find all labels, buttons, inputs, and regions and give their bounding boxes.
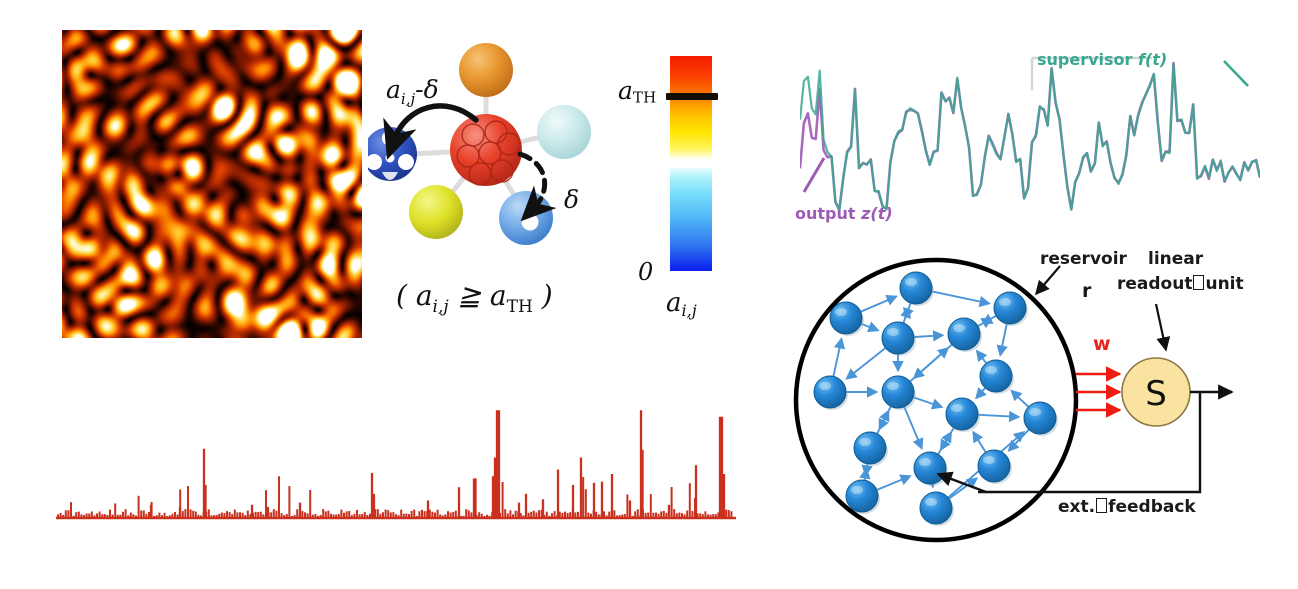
output-trace-line — [800, 61, 1260, 212]
readout-unit-letter: S — [1145, 374, 1167, 414]
ext-feedback-label: ext. feedback — [1058, 497, 1196, 517]
colorbar-legend: aTH 0 ai,j — [618, 40, 748, 330]
reservoir-svg: S — [793, 257, 1234, 543]
reservoir-node — [829, 301, 864, 336]
supervisor-leader-right — [1223, 60, 1249, 87]
colorbar-hot-segment — [670, 56, 712, 159]
reservoir-node — [945, 397, 980, 432]
reservoir-node — [853, 431, 888, 466]
label-decrement: ai,j-δ — [386, 75, 439, 108]
readout-leader — [1154, 303, 1171, 352]
colorbar-cool-segment — [670, 168, 712, 271]
reservoir-nodes — [813, 271, 1058, 526]
reservoir-node — [919, 491, 954, 526]
blue-hole-node — [499, 191, 553, 245]
supervisor-output-chart — [800, 42, 1260, 232]
supervisor-output-svg — [800, 56, 1260, 212]
reservoir-leader — [1034, 265, 1061, 296]
arrow-decrement — [383, 103, 479, 160]
colorbar-top-label: aTH — [618, 76, 657, 107]
output-label: output z(t) — [795, 204, 893, 223]
readout-unit-node: S — [1121, 357, 1191, 427]
reservoir-computing-diagram: S — [788, 252, 1278, 552]
molecular-threshold-diagram: ai,j-δ δ ( ai,j ≧ aTH ) — [368, 22, 658, 322]
blue-pinwheel-node — [368, 127, 417, 181]
feedback-arrow-head — [936, 471, 987, 494]
threshold-condition: ( ai,j ≧ aTH ) — [396, 279, 553, 317]
red-cluster-node — [450, 114, 522, 186]
supervisor-trace-line — [800, 62, 1260, 211]
supervisor-label: supervisor f(t) — [1037, 50, 1168, 69]
reservoir-label: reservoir — [1040, 249, 1127, 269]
reservoir-node — [813, 375, 848, 410]
missing-glyph-icon — [1193, 275, 1205, 290]
spike-trace-chart — [56, 395, 736, 530]
reservoir-edges — [832, 290, 1030, 500]
feedback-path — [978, 392, 1202, 494]
reservoir-state-label: r — [1082, 280, 1092, 302]
reservoir-node — [1023, 401, 1058, 436]
label-increment: δ — [564, 185, 579, 214]
arrow-increment — [517, 151, 557, 222]
orange-node — [459, 43, 513, 97]
spike-trace-svg — [56, 410, 736, 520]
reservoir-node — [993, 291, 1028, 326]
spike-bars — [57, 410, 733, 518]
reservoir-node — [899, 271, 934, 306]
w-weight-label: w — [1093, 333, 1111, 355]
colorbar-axis-label: ai,j — [666, 288, 697, 320]
reservoir-node — [979, 359, 1014, 394]
output-leader — [802, 157, 826, 193]
reservoir-node — [881, 321, 916, 356]
reservoir-node — [881, 375, 916, 410]
linear-label: linear — [1148, 249, 1204, 269]
readout-unit-label: readout unit — [1117, 274, 1244, 294]
reservoir-node — [977, 449, 1012, 484]
colorbar-bottom-label: 0 — [638, 258, 654, 286]
missing-glyph-icon-2 — [1096, 498, 1108, 513]
colorbar-threshold-marker — [666, 93, 718, 100]
reservoir-node — [845, 479, 880, 514]
cyan-node — [537, 105, 591, 159]
speckle-intensity-map — [62, 30, 362, 338]
reservoir-node — [947, 317, 982, 352]
w-weight-arrows — [1076, 366, 1122, 418]
molecule-svg: ai,j-δ δ ( ai,j ≧ aTH ) — [368, 43, 591, 317]
speckle-canvas — [62, 30, 362, 338]
yellow-node — [409, 185, 463, 239]
